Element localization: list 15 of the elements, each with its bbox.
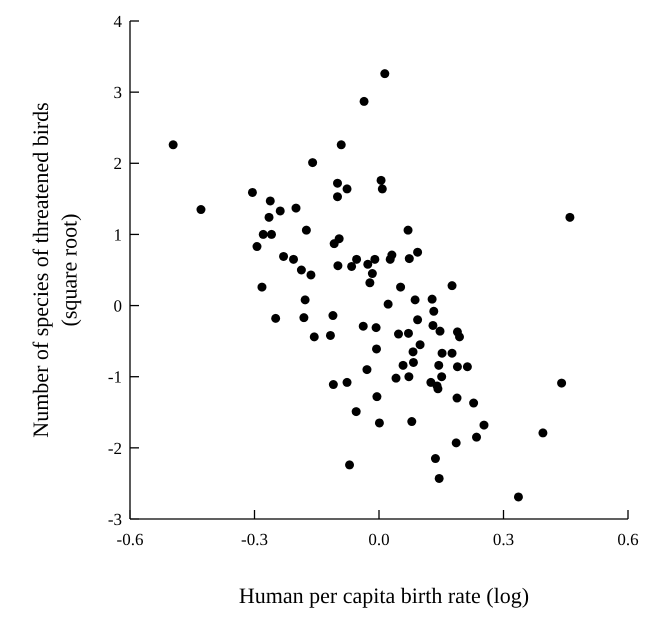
y-axis-title: Number of species of threatened birds (square root): [28, 102, 82, 438]
y-tick-label: 0: [114, 296, 122, 316]
y-tick-label: 2: [114, 154, 122, 174]
x-tick-label: 0.0: [368, 530, 390, 549]
y-tick-label: 3: [114, 83, 122, 102]
x-tick-label: 0.3: [492, 530, 514, 549]
y-tick-label: 1: [114, 225, 122, 244]
x-axis-title: Human per capita birth rate (log): [238, 583, 530, 608]
y-tick-label: -1: [108, 368, 122, 387]
y-tick-label: -2: [108, 438, 122, 458]
x-tick-label: -0.6: [116, 530, 144, 549]
x-tick-label: -0.3: [241, 530, 268, 549]
x-tick-label: 0.6: [617, 530, 639, 549]
y-tick-label: 4: [114, 12, 122, 31]
y-tick-label: -3: [108, 510, 122, 529]
